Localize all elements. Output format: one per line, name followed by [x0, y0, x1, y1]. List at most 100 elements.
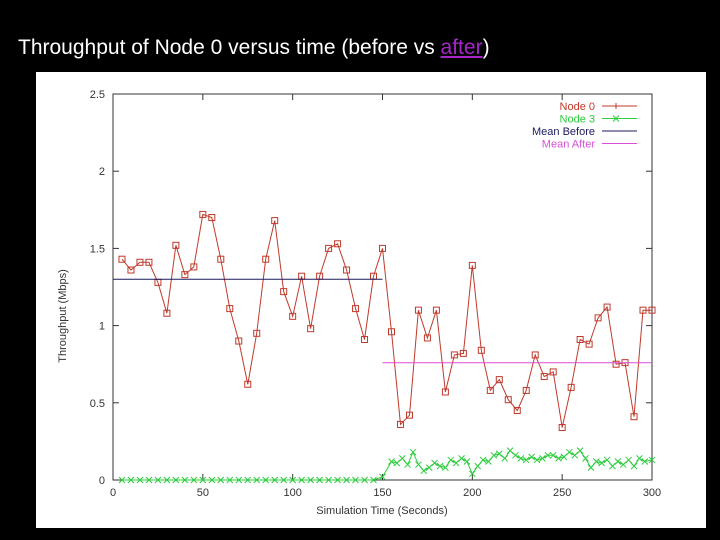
node-0-point	[199, 210, 207, 218]
node-0-point	[127, 266, 135, 274]
throughput-chart: 0 50 100 150 200 250 300 0 0.5 1 1.5 2 2.5 Node 0Nod…	[57, 89, 661, 517]
node-0-point	[235, 337, 243, 345]
node-3-point	[625, 456, 632, 464]
node-3-point	[648, 456, 656, 464]
node-3-point	[415, 461, 422, 468]
node-3-point	[118, 476, 126, 484]
node-3-point	[463, 458, 471, 465]
node-3-point	[398, 455, 406, 462]
node-0-point	[594, 314, 602, 322]
x-tick-label: 200	[463, 487, 481, 499]
x-tick-label: 50	[197, 487, 209, 499]
node-0-point	[549, 368, 557, 376]
y-tick-label: 2	[99, 166, 105, 178]
node-0-point	[441, 388, 449, 396]
node-0-point	[172, 241, 180, 249]
y-tick-label: 1	[99, 321, 105, 333]
node-3-point	[468, 470, 476, 478]
node-3-point	[490, 451, 498, 459]
node-0-point	[163, 309, 171, 317]
node-3-point	[370, 476, 377, 484]
node-3-point	[163, 476, 171, 484]
node-3-point	[217, 476, 225, 484]
node-3-point	[393, 459, 401, 467]
node-0-point	[307, 325, 315, 333]
node-0-point	[414, 306, 422, 314]
node-3-point	[458, 455, 465, 462]
node-0-point	[387, 328, 395, 336]
node-3-point	[190, 476, 198, 484]
plot-frame	[112, 93, 653, 481]
slide-title: Throughput of Node 0 versus time (before…	[18, 36, 490, 60]
node-0-point	[513, 407, 521, 415]
node-3-point	[630, 462, 638, 470]
node-3-point	[614, 458, 622, 465]
node-3-point	[436, 462, 444, 470]
node-0-point	[630, 413, 638, 421]
node-3-point	[479, 456, 487, 464]
node-0-point	[262, 255, 270, 263]
node-3-point	[361, 476, 368, 484]
node-3-point	[528, 453, 535, 461]
node-3-point	[208, 476, 216, 484]
node-0-point	[396, 420, 404, 428]
node-3-point	[226, 476, 234, 484]
node-0-point	[567, 383, 575, 391]
node-0-point	[648, 306, 656, 314]
node-0-point	[271, 217, 279, 225]
node-3-point	[442, 464, 449, 472]
node-3-point	[271, 476, 279, 484]
node-3-point	[522, 456, 530, 464]
node-3-point	[280, 476, 288, 484]
node-0-point	[531, 351, 539, 359]
node-0-line	[121, 213, 652, 428]
node-0-point	[217, 255, 225, 263]
node-0-point	[379, 244, 386, 252]
legend-label-node-0: Node 0	[560, 101, 595, 113]
node-0-point	[450, 351, 458, 359]
legend-label-mean-after: Mean After	[542, 139, 596, 151]
y-tick-label: 1.5	[90, 243, 105, 255]
node-3-point	[495, 450, 503, 458]
node-3-point	[587, 464, 595, 472]
node-0-point	[576, 335, 584, 343]
y-tick-label: 0	[99, 475, 105, 487]
node-3-point	[145, 476, 153, 484]
x-tick-label: 0	[110, 487, 116, 499]
x-tick-label: 300	[643, 487, 661, 499]
node-3-point	[127, 476, 135, 484]
node-3-point	[641, 458, 649, 465]
node-3-point	[334, 476, 341, 484]
node-3-point	[549, 451, 557, 459]
node-3-point	[316, 476, 323, 484]
node-3-point	[598, 459, 606, 467]
node-0-point	[208, 214, 216, 222]
node-0-point	[118, 255, 126, 263]
node-0-point	[244, 380, 252, 388]
node-3-point	[199, 476, 207, 484]
node-0-point	[459, 349, 467, 357]
node-0-point	[585, 340, 593, 348]
title-after-link[interactable]: after	[440, 36, 483, 59]
y-tick-label: 0.5	[90, 398, 105, 410]
node-3-point	[343, 476, 350, 484]
node-0-point	[280, 288, 288, 296]
node-3-point	[253, 476, 261, 484]
node-3-point	[172, 476, 180, 484]
node-3-point	[565, 448, 573, 456]
node-0-point	[325, 244, 333, 252]
node-3-point	[409, 448, 417, 456]
node-0-point	[405, 411, 413, 419]
title-text: Throughput of Node 0 versus time (before…	[18, 36, 441, 59]
node-3-point	[447, 456, 455, 464]
node-0-point	[468, 261, 476, 269]
legend-label-node-3: Node 3	[560, 114, 595, 126]
node-3-point	[289, 476, 297, 484]
node-3-point	[539, 455, 546, 462]
node-3-point	[485, 458, 492, 465]
node-3-point	[352, 476, 359, 484]
node-3-line	[122, 449, 653, 481]
node-0-point	[423, 334, 431, 342]
title-close-paren: )	[482, 36, 490, 59]
node-0-point	[558, 424, 566, 432]
